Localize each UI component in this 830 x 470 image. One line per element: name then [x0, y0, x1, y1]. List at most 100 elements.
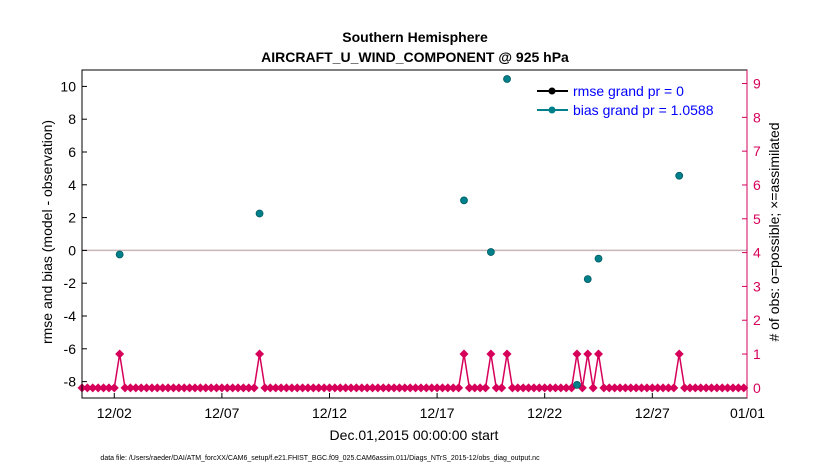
- obs-count-point: [308, 383, 318, 393]
- y-axis-label: rmse and bias (model - observation): [39, 120, 55, 344]
- y-tick-label: 8: [68, 111, 76, 127]
- obs-count-point: [276, 383, 286, 393]
- obs-count-point: [556, 383, 566, 393]
- obs-count-point: [583, 349, 593, 359]
- obs-count-point: [550, 383, 560, 393]
- obs-count-point: [454, 383, 464, 393]
- obs-count-point: [631, 383, 641, 393]
- obs-count-point: [368, 383, 378, 393]
- legend-rmse-marker: [548, 87, 556, 95]
- x-tick-label: 12/17: [420, 405, 455, 421]
- obs-count-line: [82, 353, 744, 389]
- bias-point: [583, 275, 592, 284]
- obs-count-point: [99, 383, 109, 393]
- y-tick-label: -6: [64, 341, 77, 357]
- obs-count-point: [179, 383, 189, 393]
- y-tick-label: 2: [68, 210, 76, 226]
- obs-count-point: [88, 383, 98, 393]
- obs-count-point: [470, 383, 480, 393]
- obs-count-point: [475, 383, 485, 393]
- y2-tick-label: 1: [753, 346, 761, 362]
- obs-count-point: [604, 383, 614, 393]
- y2-axis-label: # of obs: o=possible; ×=assimilated: [766, 122, 782, 341]
- obs-count-point: [669, 383, 679, 393]
- obs-count-point: [287, 383, 297, 393]
- obs-count-point: [615, 383, 625, 393]
- obs-count-point: [685, 383, 695, 393]
- y-tick-label: 6: [68, 144, 76, 160]
- y2-tick-label: 6: [753, 177, 761, 193]
- obs-count-point: [163, 383, 173, 393]
- y-tick-label: -8: [64, 374, 77, 390]
- obs-count-point: [706, 383, 716, 393]
- obs-count-point: [416, 383, 426, 393]
- obs-count-point: [712, 383, 722, 393]
- obs-count-point: [341, 383, 351, 393]
- obs-count-point: [174, 383, 184, 393]
- obs-count-point: [249, 383, 259, 393]
- obs-count-point: [190, 383, 200, 393]
- obs-count-point: [217, 383, 227, 393]
- y-tick-label: 10: [60, 78, 76, 94]
- bias-point: [594, 254, 603, 263]
- obs-count-point: [93, 383, 103, 393]
- x-tick-label: 12/07: [204, 405, 239, 421]
- obs-count-point: [120, 383, 130, 393]
- obs-count-point: [534, 383, 544, 393]
- obs-count-point: [233, 383, 243, 393]
- legend-bias-label: bias grand pr = 1.0588: [573, 102, 714, 118]
- obs-count-point: [588, 383, 598, 393]
- obs-count-point: [136, 383, 146, 393]
- y2-tick-label: 8: [753, 109, 761, 125]
- bias-point: [573, 380, 581, 389]
- obs-count-point: [185, 383, 195, 393]
- chart-title: Southern Hemisphere: [342, 29, 488, 45]
- obs-count-point: [125, 383, 135, 393]
- obs-count-point: [723, 383, 733, 393]
- obs-count-point: [292, 383, 302, 393]
- chart-subtitle: AIRCRAFT_U_WIND_COMPONENT @ 925 hPa: [261, 49, 569, 65]
- bias-series: [115, 75, 684, 389]
- y2-tick-label: 2: [753, 312, 761, 328]
- x-axis-label: Dec.01,2015 00:00:00 start: [330, 427, 499, 443]
- legend-bias-marker: [548, 106, 556, 114]
- obs-count-point: [131, 383, 141, 393]
- obs-count-point: [642, 383, 652, 393]
- obs-count-point: [335, 383, 345, 393]
- obs-count-point: [330, 383, 340, 393]
- y-tick-label: -2: [64, 275, 77, 291]
- obs-count-point: [448, 383, 458, 393]
- obs-count-series: [77, 349, 749, 393]
- obs-count-point: [610, 383, 620, 393]
- y2-tick-label: 9: [753, 76, 761, 92]
- x-axis: 12/02 12/07 12/12 12/17 12/22 12/27 01/01: [97, 393, 765, 421]
- obs-count-point: [319, 383, 329, 393]
- obs-count-point: [212, 383, 222, 393]
- bias-point: [115, 250, 124, 259]
- obs-count-point: [728, 383, 738, 393]
- obs-count-point: [405, 383, 415, 393]
- y2-tick-label: 3: [753, 278, 761, 294]
- obs-count-point: [394, 383, 404, 393]
- obs-count-point: [421, 383, 431, 393]
- y2-tick-label: 0: [753, 380, 761, 396]
- obs-count-point: [384, 383, 394, 393]
- obs-count-point: [314, 383, 324, 393]
- obs-count-point: [206, 383, 216, 393]
- obs-count-point: [238, 383, 248, 393]
- obs-count-point: [529, 383, 539, 393]
- obs-count-point: [303, 383, 313, 393]
- obs-count-point: [481, 383, 491, 393]
- y-axis-right: 0 1 2 3 4 5 6 7 8 9: [742, 70, 761, 398]
- obs-count-point: [599, 383, 609, 393]
- obs-count-point: [346, 383, 356, 393]
- obs-count-point: [690, 383, 700, 393]
- y2-tick-label: 4: [753, 245, 761, 261]
- obs-count-point: [362, 383, 372, 393]
- obs-count-point: [486, 349, 496, 359]
- obs-count-point: [400, 383, 410, 393]
- x-tick-label: 12/12: [312, 405, 347, 421]
- axes-frame: [81, 69, 748, 399]
- obs-count-point: [502, 349, 512, 359]
